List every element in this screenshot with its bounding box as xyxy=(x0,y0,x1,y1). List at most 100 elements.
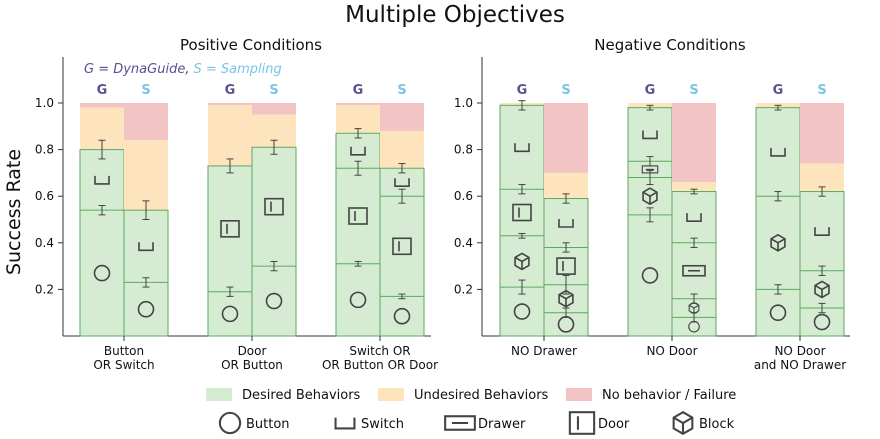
button-icon xyxy=(137,300,155,318)
legend-object: Drawer xyxy=(444,415,526,432)
drawer-icon xyxy=(444,415,476,431)
switch-icon xyxy=(686,213,702,222)
block-icon xyxy=(558,289,574,308)
legend-object: Switch xyxy=(334,417,404,432)
error-bar xyxy=(646,207,654,223)
button-icon xyxy=(641,267,659,284)
error-bar xyxy=(774,284,782,295)
bar-sampling: S xyxy=(379,83,425,337)
error-bar xyxy=(518,232,526,239)
legend-note-s: S = Sampling xyxy=(193,62,281,77)
error-bar xyxy=(354,260,362,267)
y-tick-label: 0.2 xyxy=(454,282,473,296)
bar-dynaguide: G xyxy=(499,83,545,337)
legend-note-g: G = DynaGuide xyxy=(84,62,185,77)
y-tick-label: 0.6 xyxy=(35,189,54,203)
x-tick-label: Switch OR xyxy=(349,344,410,358)
failure-segment xyxy=(544,103,588,173)
error-bar xyxy=(354,160,362,176)
y-tick-label: 1.0 xyxy=(454,96,473,110)
legend-note-sep: , xyxy=(185,62,189,77)
error-bar xyxy=(398,188,406,204)
block-icon xyxy=(770,233,786,252)
y-tick-label: 1.0 xyxy=(35,96,54,110)
button-icon xyxy=(813,313,831,331)
bar-sampling: S xyxy=(251,83,297,337)
legend-object-label: Drawer xyxy=(478,417,526,432)
chart-panels: Positive Conditions 1.0 0.8 0.6 0.4 0.2 G S Butt… xyxy=(35,36,850,372)
error-bar xyxy=(226,158,234,174)
door-icon xyxy=(392,237,412,256)
door-icon xyxy=(220,220,240,238)
x-tick-label: and NO Drawer xyxy=(754,358,846,372)
legend-note: G = DynaGuide, S = Sampling xyxy=(84,62,282,77)
error-bar xyxy=(142,277,150,288)
legend-object-label: Block xyxy=(699,417,735,432)
error-bar xyxy=(774,104,782,111)
door-icon xyxy=(512,203,532,222)
legend-object-label: Switch xyxy=(361,417,404,432)
y-tick-label: 0.4 xyxy=(454,236,473,250)
desired-segment xyxy=(79,149,125,337)
switch-icon xyxy=(350,146,366,156)
bar-letter-s: S xyxy=(561,83,570,98)
door-icon xyxy=(556,257,576,275)
error-bar xyxy=(518,100,526,111)
block-icon xyxy=(514,252,530,271)
button-icon xyxy=(513,303,531,320)
bar-sampling: S xyxy=(543,83,589,337)
door-icon xyxy=(568,411,596,435)
y-tick-label: 0.6 xyxy=(454,189,473,203)
undesired-segment xyxy=(672,182,716,192)
legend-category: No behavior / Failure xyxy=(566,388,736,403)
bar-sampling: S xyxy=(671,83,717,337)
button-icon xyxy=(349,291,367,309)
undesired-segment xyxy=(380,130,424,169)
error-bar xyxy=(518,184,526,195)
undesired-segment xyxy=(124,140,168,211)
error-bar xyxy=(142,200,150,220)
failure-segment xyxy=(672,103,716,183)
bar-letter-s: S xyxy=(817,83,826,98)
desired-segment xyxy=(123,209,169,337)
error-bar xyxy=(818,186,826,197)
bar-dynaguide: G xyxy=(627,83,673,337)
failure-segment xyxy=(80,103,124,108)
switch-icon xyxy=(394,178,410,188)
bar-letter-s: S xyxy=(397,83,406,98)
legend-object-label: Button xyxy=(246,417,290,432)
bar-sampling: S xyxy=(799,83,845,337)
legend-category: Desired Behaviors xyxy=(206,388,361,403)
legend-object: Door xyxy=(568,411,630,435)
error-bar xyxy=(690,237,698,248)
error-bar xyxy=(562,242,570,253)
button-icon xyxy=(393,307,411,325)
door-icon xyxy=(348,207,368,225)
button-icon xyxy=(221,305,239,323)
error-bar xyxy=(818,302,826,314)
bar-letter-g: G xyxy=(225,83,236,98)
legend-swatch xyxy=(378,388,404,401)
error-bar xyxy=(354,128,362,139)
x-tick-label: OR Switch xyxy=(93,358,154,372)
x-tick-label: NO Drawer xyxy=(511,344,577,358)
bar-letter-g: G xyxy=(773,83,784,98)
button-icon xyxy=(688,320,700,333)
x-tick-label: Door xyxy=(238,344,267,358)
bar-sampling: S xyxy=(123,83,169,337)
bar-letter-s: S xyxy=(269,83,278,98)
error-bar xyxy=(818,265,826,276)
legend-category: Undesired Behaviors xyxy=(378,388,549,403)
failure-segment xyxy=(124,103,168,141)
bar-dynaguide: G xyxy=(335,83,381,337)
error-bar xyxy=(646,104,654,111)
bar-dynaguide: G xyxy=(755,83,801,337)
x-tick-label: NO Door xyxy=(774,344,825,358)
bar-letter-g: G xyxy=(645,83,656,98)
panel-positive: Positive Conditions 1.0 0.8 0.6 0.4 0.2 G S Butt… xyxy=(35,36,438,372)
button-icon xyxy=(93,264,111,282)
button-icon xyxy=(265,292,283,310)
